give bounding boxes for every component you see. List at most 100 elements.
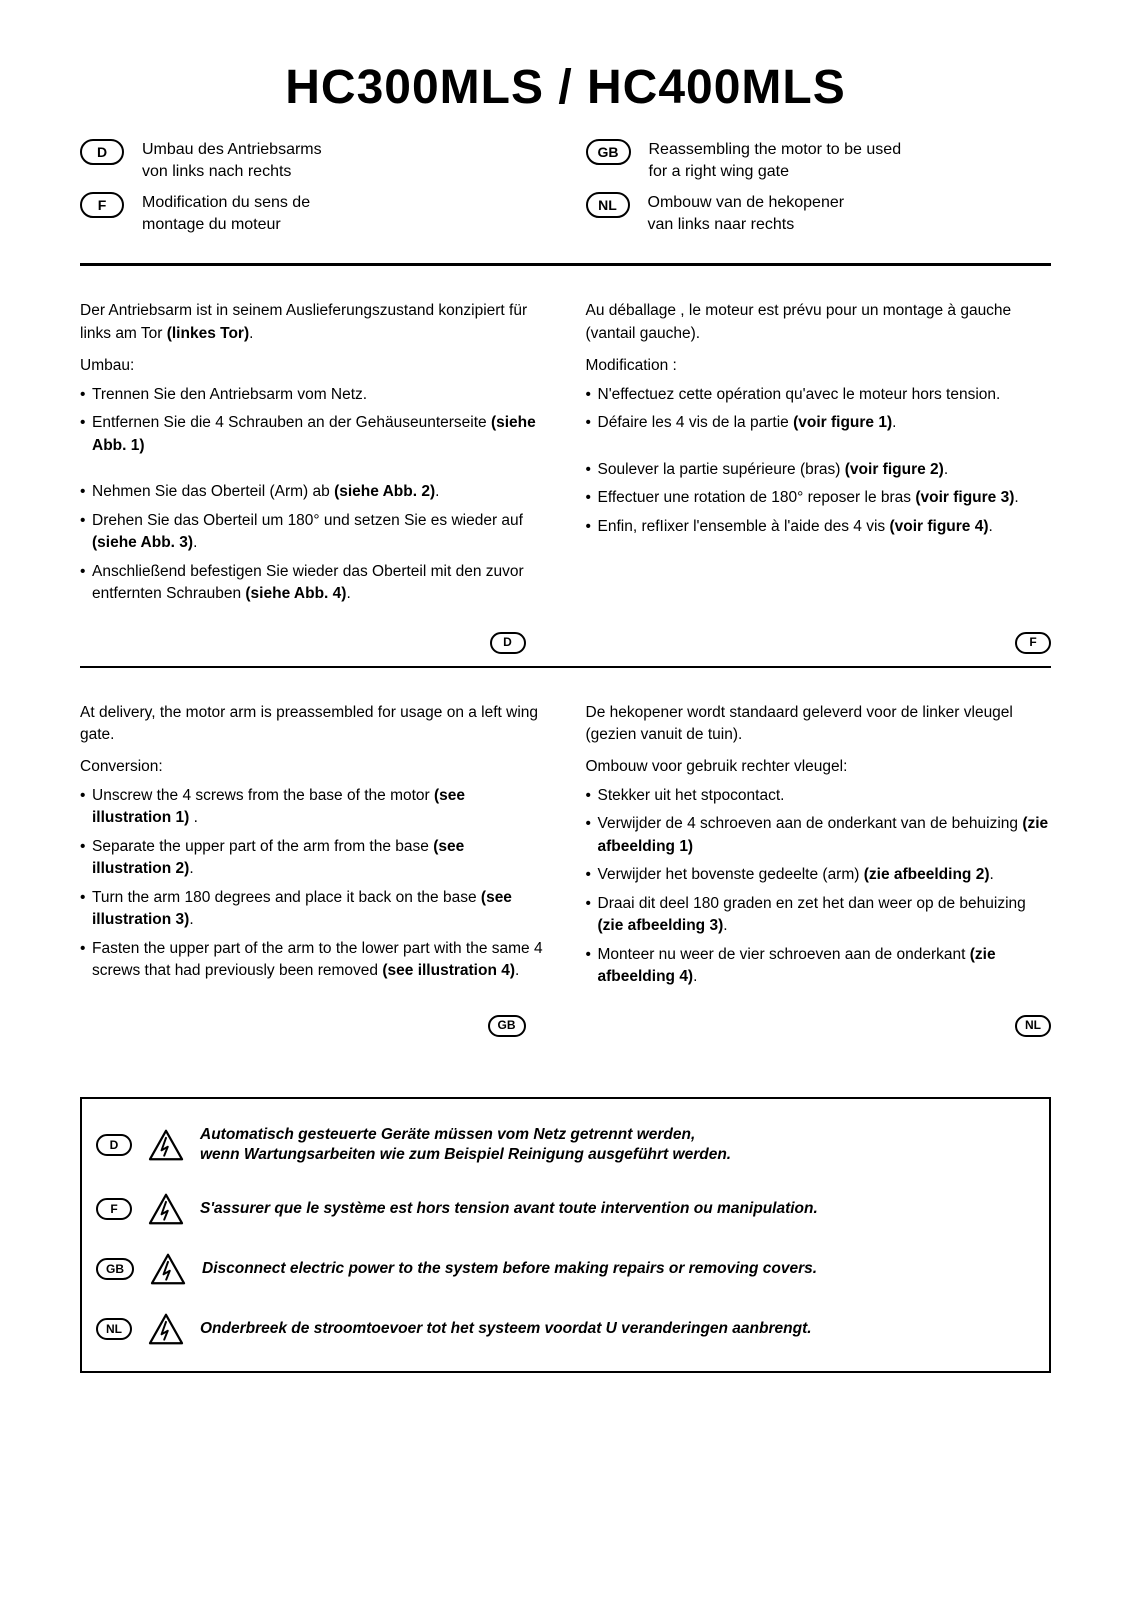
li-text: Effectuer une rotation de 180° reposer l… — [598, 489, 916, 506]
li-post: . — [989, 866, 993, 883]
li-bold: (siehe Abb. 4) — [245, 585, 346, 602]
sub-f: Modification : — [586, 355, 1052, 377]
li-text: Trennen Sie den Antriebsarm vom Netz. — [92, 386, 367, 403]
list-item: Nehmen Sie das Oberteil (Arm) ab (siehe … — [80, 481, 546, 503]
intro-nl: De hekopener wordt standaard geleverd vo… — [586, 702, 1052, 747]
header-text-f: Modification du sens de montage du moteu… — [142, 192, 310, 235]
header-item-gb: GB Reassembling the motor to be used for… — [586, 139, 1052, 182]
li-post: . — [1014, 489, 1018, 506]
li-bold: (voir figure 3) — [915, 489, 1014, 506]
warning-row-d: D Automatisch gesteuerte Geräte müssen v… — [96, 1125, 1025, 1165]
li-text: Draai dit deel 180 graden en zet het dan… — [598, 895, 1026, 912]
lang-badge-f: F — [80, 192, 124, 218]
corner-badge-gb: GB — [488, 1015, 526, 1037]
warning-text-f: S'assurer que le système est hors tensio… — [200, 1199, 818, 1219]
lang-badge-nl: NL — [586, 192, 630, 218]
list-item: Fasten the upper part of the arm to the … — [80, 938, 546, 983]
list-f: N'effectuez cette opération qu'avec le m… — [586, 384, 1052, 538]
li-text: Soulever la partie supérieure (bras) — [598, 461, 845, 478]
intro-gb: At delivery, the motor arm is preassembl… — [80, 702, 546, 747]
li-text: Nehmen Sie das Oberteil (Arm) ab — [92, 483, 334, 500]
list-d: Trennen Sie den Antriebsarm vom Netz. En… — [80, 384, 546, 606]
warning-text-gb: Disconnect electric power to the system … — [202, 1259, 817, 1279]
divider-thick — [80, 263, 1051, 266]
li-post: . — [189, 809, 198, 826]
list-item: Effectuer une rotation de 180° reposer l… — [586, 487, 1052, 509]
section-d: Der Antriebsarm ist in seinem Auslieferu… — [80, 300, 546, 653]
lang-badge-d: D — [80, 139, 124, 165]
li-text: Drehen Sie das Oberteil um 180° und setz… — [92, 512, 523, 529]
list-item: Monteer nu weer de vier schroeven aan de… — [586, 944, 1052, 989]
li-post: . — [989, 518, 993, 535]
section-nl: De hekopener wordt standaard geleverd vo… — [586, 702, 1052, 1037]
content-row-2: At delivery, the motor arm is preassembl… — [80, 702, 1051, 1037]
li-post: . — [346, 585, 350, 602]
lang-badge-gb: GB — [586, 139, 631, 165]
header-item-f: F Modification du sens de montage du mot… — [80, 192, 546, 235]
list-item: Draai dit deel 180 graden en zet het dan… — [586, 893, 1052, 938]
hazard-icon — [148, 1313, 184, 1345]
sub-d: Umbau: — [80, 355, 546, 377]
hazard-icon — [148, 1129, 184, 1161]
header-grid: D Umbau des Antriebsarms von links nach … — [80, 139, 1051, 235]
li-text: Entfernen Sie die 4 Schrauben an der Geh… — [92, 414, 491, 431]
intro-bold: (linkes Tor) — [167, 325, 249, 342]
list-item: Separate the upper part of the arm from … — [80, 836, 546, 881]
li-bold: (zie afbeelding 2) — [864, 866, 990, 883]
header-text-nl: Ombouw van de hekopener van links naar r… — [648, 192, 845, 235]
warning-text-d: Automatisch gesteuerte Geräte müssen vom… — [200, 1125, 731, 1165]
li-post: . — [515, 962, 519, 979]
li-post: . — [892, 414, 896, 431]
warning-line: Automatisch gesteuerte Geräte müssen vom… — [200, 1126, 695, 1143]
li-post: . — [693, 968, 697, 985]
list-item: N'effectuez cette opération qu'avec le m… — [586, 384, 1052, 406]
li-post: . — [723, 917, 727, 934]
li-text: Défaire les 4 vis de la partie — [598, 414, 794, 431]
li-text: Verwijder de 4 schroeven aan de onderkan… — [598, 815, 1023, 832]
li-text: Monteer nu weer de vier schroeven aan de… — [598, 946, 970, 963]
intro-text: Der Antriebsarm ist in seinem Auslieferu… — [80, 302, 527, 341]
hazard-icon — [148, 1193, 184, 1225]
list-item: Soulever la partie supérieure (bras) (vo… — [586, 459, 1052, 481]
header-line: Modification du sens de — [142, 194, 310, 211]
intro-post: . — [249, 325, 253, 342]
li-text: Separate the upper part of the arm from … — [92, 838, 433, 855]
li-bold: (see illustration 4) — [382, 962, 515, 979]
li-text: Turn the arm 180 degrees and place it ba… — [92, 889, 481, 906]
list-nl: Stekker uit het stpocontact. Verwijder d… — [586, 785, 1052, 989]
header-item-d: D Umbau des Antriebsarms von links nach … — [80, 139, 546, 182]
list-item: Verwijder de 4 schroeven aan de onderkan… — [586, 813, 1052, 858]
list-item: Défaire les 4 vis de la partie (voir fig… — [586, 412, 1052, 434]
li-bold: (voir figure 4) — [889, 518, 988, 535]
content-row-1: Der Antriebsarm ist in seinem Auslieferu… — [80, 300, 1051, 653]
header-line: von links nach rechts — [142, 163, 291, 180]
li-post: . — [189, 911, 193, 928]
header-item-nl: NL Ombouw van de hekopener van links naa… — [586, 192, 1052, 235]
list-item: Trennen Sie den Antriebsarm vom Netz. — [80, 384, 546, 406]
list-item: Verwijder het bovenste gedeelte (arm) (z… — [586, 864, 1052, 886]
warning-row-nl: NL Onderbreek de stroomtoevoer tot het s… — [96, 1313, 1025, 1345]
li-text: Stekker uit het stpocontact. — [598, 787, 785, 804]
li-bold: (voir figure 2) — [845, 461, 944, 478]
list-item: Anschließend befestigen Sie wieder das O… — [80, 561, 546, 606]
list-gb: Unscrew the 4 screws from the base of th… — [80, 785, 546, 983]
section-gb: At delivery, the motor arm is preassembl… — [80, 702, 546, 1037]
li-text: N'effectuez cette opération qu'avec le m… — [598, 386, 1001, 403]
header-text-d: Umbau des Antriebsarms von links nach re… — [142, 139, 322, 182]
warning-text-nl: Onderbreek de stroomtoevoer tot het syst… — [200, 1319, 812, 1339]
corner-badge-d: D — [490, 632, 526, 654]
li-bold: (voir figure 1) — [793, 414, 892, 431]
li-post: . — [435, 483, 439, 500]
hazard-icon — [150, 1253, 186, 1285]
lang-badge-d: D — [96, 1134, 132, 1156]
header-line: montage du moteur — [142, 216, 281, 233]
li-text: Enfin, refIixer l'ensemble à l'aide des … — [598, 518, 890, 535]
lang-badge-f: F — [96, 1198, 132, 1220]
li-bold: (zie afbeelding 3) — [598, 917, 724, 934]
lang-badge-gb: GB — [96, 1258, 134, 1280]
header-line: Umbau des Antriebsarms — [142, 141, 322, 158]
warning-row-f: F S'assurer que le système est hors tens… — [96, 1193, 1025, 1225]
li-post: . — [193, 534, 197, 551]
warning-row-gb: GB Disconnect electric power to the syst… — [96, 1253, 1025, 1285]
list-item: Drehen Sie das Oberteil um 180° und setz… — [80, 510, 546, 555]
